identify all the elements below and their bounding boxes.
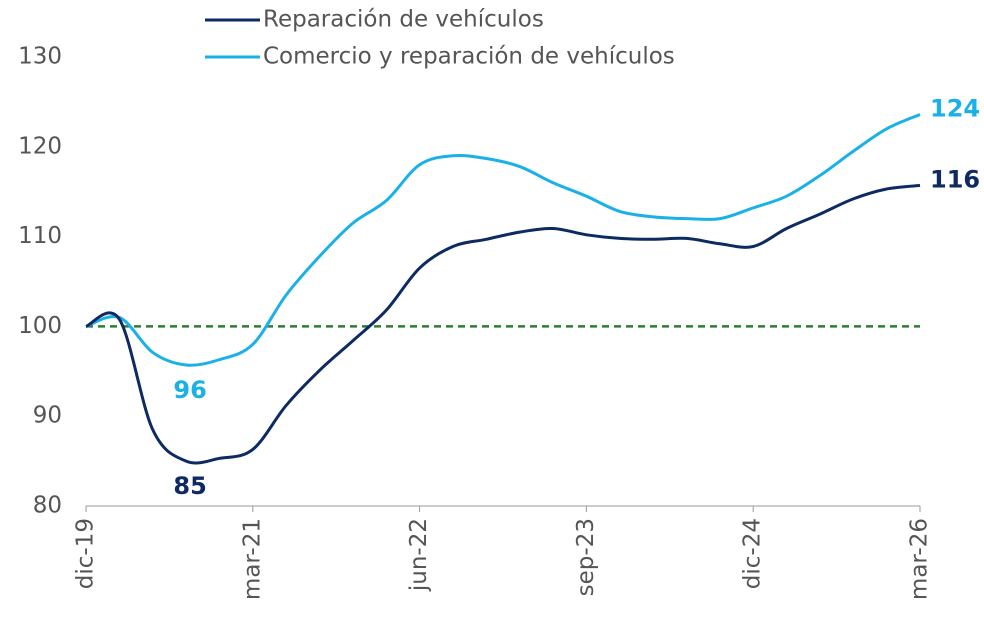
y-tick-label: 100 bbox=[18, 313, 62, 339]
y-tick-label: 120 bbox=[18, 133, 62, 159]
x-tick-label: dic-19 bbox=[73, 518, 99, 589]
legend-label: Reparación de vehículos bbox=[263, 7, 544, 33]
data-label: 124 bbox=[930, 94, 980, 122]
y-tick-label: 130 bbox=[18, 44, 62, 70]
series-line bbox=[85, 113, 921, 367]
data-label: 96 bbox=[173, 376, 206, 404]
legend-label: Comercio y reparación de vehículos bbox=[263, 44, 675, 70]
y-tick-label: 110 bbox=[18, 223, 62, 249]
y-tick-label: 90 bbox=[33, 403, 62, 429]
x-tick-label: sep-23 bbox=[573, 518, 599, 596]
series-line bbox=[85, 183, 921, 465]
x-tick-label: mar-26 bbox=[907, 518, 933, 600]
x-tick-label: mar-21 bbox=[239, 518, 265, 600]
x-tick-label: jun-22 bbox=[406, 518, 432, 592]
data-label: 85 bbox=[173, 472, 206, 500]
data-label: 116 bbox=[930, 165, 980, 193]
y-tick-label: 80 bbox=[33, 493, 62, 519]
x-tick-label: dic-24 bbox=[740, 518, 766, 589]
